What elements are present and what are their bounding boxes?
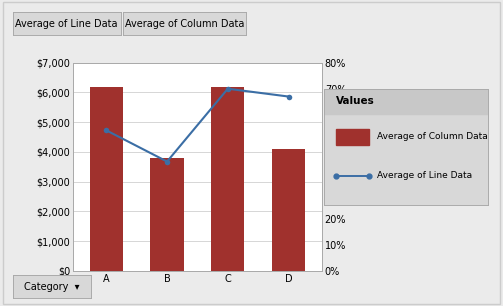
Bar [324, 89, 488, 114]
Bar [90, 87, 123, 271]
Text: Values: Values [336, 96, 375, 106]
Bar [211, 87, 244, 271]
Text: Average of Column Data: Average of Column Data [377, 132, 487, 141]
Bar [150, 158, 184, 271]
Text: Category  ▾: Category ▾ [24, 282, 79, 292]
Bar [336, 129, 369, 144]
Text: Average of Column Data: Average of Column Data [125, 19, 244, 29]
Text: Average of Line Data: Average of Line Data [377, 171, 472, 181]
Bar [272, 149, 305, 271]
Text: Average of Line Data: Average of Line Data [16, 19, 118, 29]
